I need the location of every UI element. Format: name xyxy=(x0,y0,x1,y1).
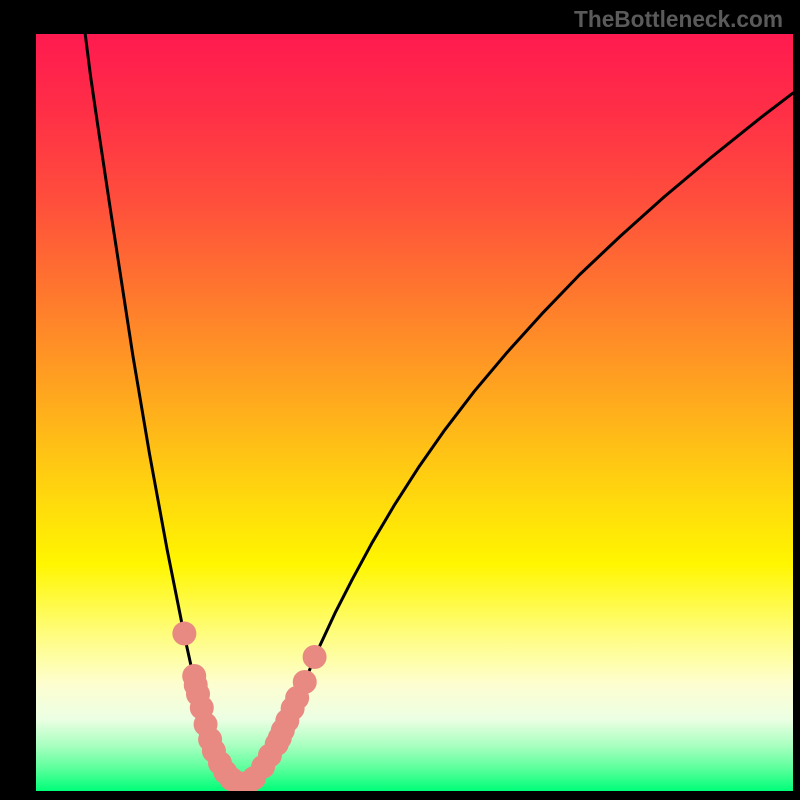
gradient-background xyxy=(36,34,793,791)
outer-frame: TheBottleneck.com xyxy=(0,0,800,800)
scatter-point xyxy=(172,622,196,646)
plot-area xyxy=(36,34,793,791)
watermark-text: TheBottleneck.com xyxy=(574,6,783,33)
scatter-point xyxy=(293,670,317,694)
plot-svg xyxy=(36,34,793,791)
scatter-point xyxy=(303,645,327,669)
